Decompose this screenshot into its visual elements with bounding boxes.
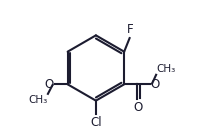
Text: O: O [45,78,54,91]
Text: CH₃: CH₃ [28,95,47,105]
Text: O: O [151,78,160,91]
Text: O: O [134,101,143,114]
Text: Cl: Cl [90,116,102,129]
Text: CH₃: CH₃ [157,64,176,74]
Text: F: F [127,23,134,36]
